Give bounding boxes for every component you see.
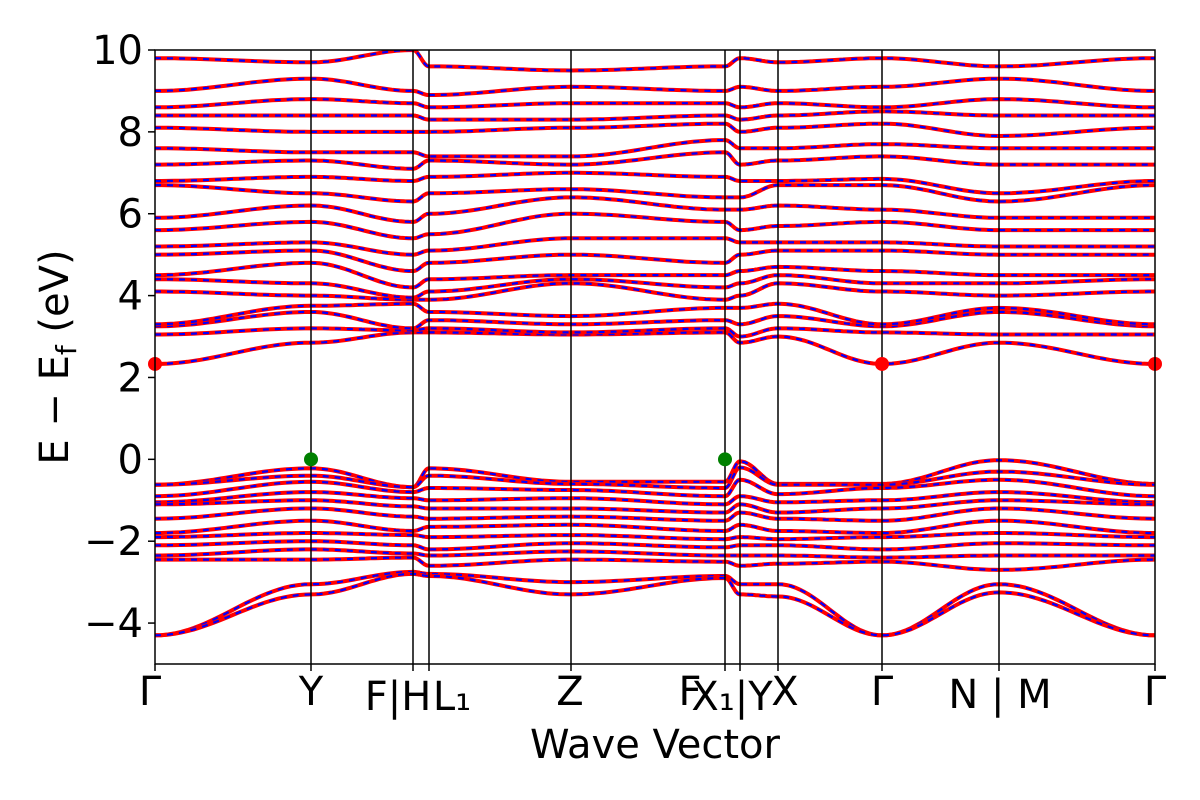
conduction-band-15-spin-down: [155, 139, 1155, 158]
valence-band-8-spin-up: [155, 531, 1155, 542]
x-tick-label: Y: [298, 669, 324, 715]
conduction-band-6-spin-down: [155, 273, 1155, 299]
conduction-band-13-spin-up: [155, 170, 1155, 196]
x-tick-label: Γ: [871, 669, 894, 715]
conduction-band-3-spin-up: [155, 310, 1155, 331]
y-axis-title-main: E − E: [32, 355, 78, 465]
conduction-band-1-spin-down: [155, 331, 1155, 366]
valence-band-5-spin-down: [155, 499, 1155, 514]
x-tick-label: L₁: [433, 674, 471, 720]
y-axis-title: E − Ef (eV): [32, 249, 83, 464]
valence-band-11-spin-down: [155, 556, 1155, 572]
x-tick-label: F|H: [365, 674, 432, 720]
y-axis-title-sub: f: [50, 344, 83, 355]
valence-band-2-spin-up: [155, 465, 1155, 490]
cbm-marker: [875, 356, 889, 371]
conduction-band-2-spin-down: [155, 327, 1155, 338]
band-edge-markers: [148, 356, 1162, 467]
x-tick-label: Γ: [139, 669, 162, 715]
y-axis-ticks: −4 −2 0 2 4 6 8 10: [84, 28, 155, 647]
conduction-band-10-spin-down: [155, 212, 1155, 240]
y-tick-label: 8: [118, 110, 143, 156]
y-tick-label: −4: [84, 601, 143, 647]
conduction-band-4-spin-down: [155, 302, 1155, 326]
conduction-band-3-spin-down: [155, 310, 1155, 330]
x-tick-label: X₁|Y: [691, 674, 773, 720]
valence-band-12-spin-down: [155, 570, 1155, 637]
conduction-band-16-spin-down: [155, 122, 1155, 138]
conduction-band-1-spin-up: [155, 330, 1155, 367]
x-tick-label: F: [678, 669, 701, 715]
conduction-band-12-spin-down: [155, 184, 1155, 203]
conduction-band-19-spin-up: [155, 76, 1155, 97]
valence-band-6-spin-down: [155, 507, 1155, 522]
conduction-band-18-spin-up: [155, 97, 1155, 110]
x-tick-label: Γ: [1144, 669, 1167, 715]
y-axis-title-tail: (eV): [32, 249, 78, 345]
y-tick-label: 0: [118, 437, 143, 483]
valence-band-7-spin-down: [155, 519, 1155, 535]
x-axis-title: Wave Vector: [530, 722, 781, 768]
conduction-band-5-spin-down: [155, 282, 1155, 301]
x-tick-label: N | M: [948, 672, 1051, 718]
x-tick-label: Z: [556, 669, 583, 715]
y-tick-label: 10: [92, 28, 143, 74]
vbm-marker: [304, 452, 318, 467]
y-tick-label: 4: [118, 274, 143, 320]
vbm-marker: [718, 452, 732, 467]
y-tick-label: 6: [118, 192, 143, 238]
valence-band-10-spin-up: [155, 547, 1155, 560]
x-tick-label: X: [771, 669, 798, 715]
bands-layer: [155, 50, 1155, 638]
conduction-band-19-spin-down: [155, 77, 1155, 97]
conduction-band-9-spin-down: [155, 237, 1155, 256]
conduction-band-14-spin-up: [155, 150, 1155, 171]
y-tick-label: 2: [118, 355, 143, 401]
conduction-band-8-spin-up: [155, 248, 1155, 273]
valence-band-12-spin-up: [155, 569, 1155, 638]
conduction-band-16-spin-up: [155, 121, 1155, 139]
x-axis-ticks: Γ Y F|H L₁ Z FX₁|YX Γ N | M Γ: [139, 664, 1167, 720]
plot-frame: [154, 49, 1156, 665]
conduction-band-18-spin-down: [155, 97, 1155, 109]
valence-band-4-spin-down: [155, 491, 1155, 506]
y-tick-label: −2: [84, 519, 143, 565]
